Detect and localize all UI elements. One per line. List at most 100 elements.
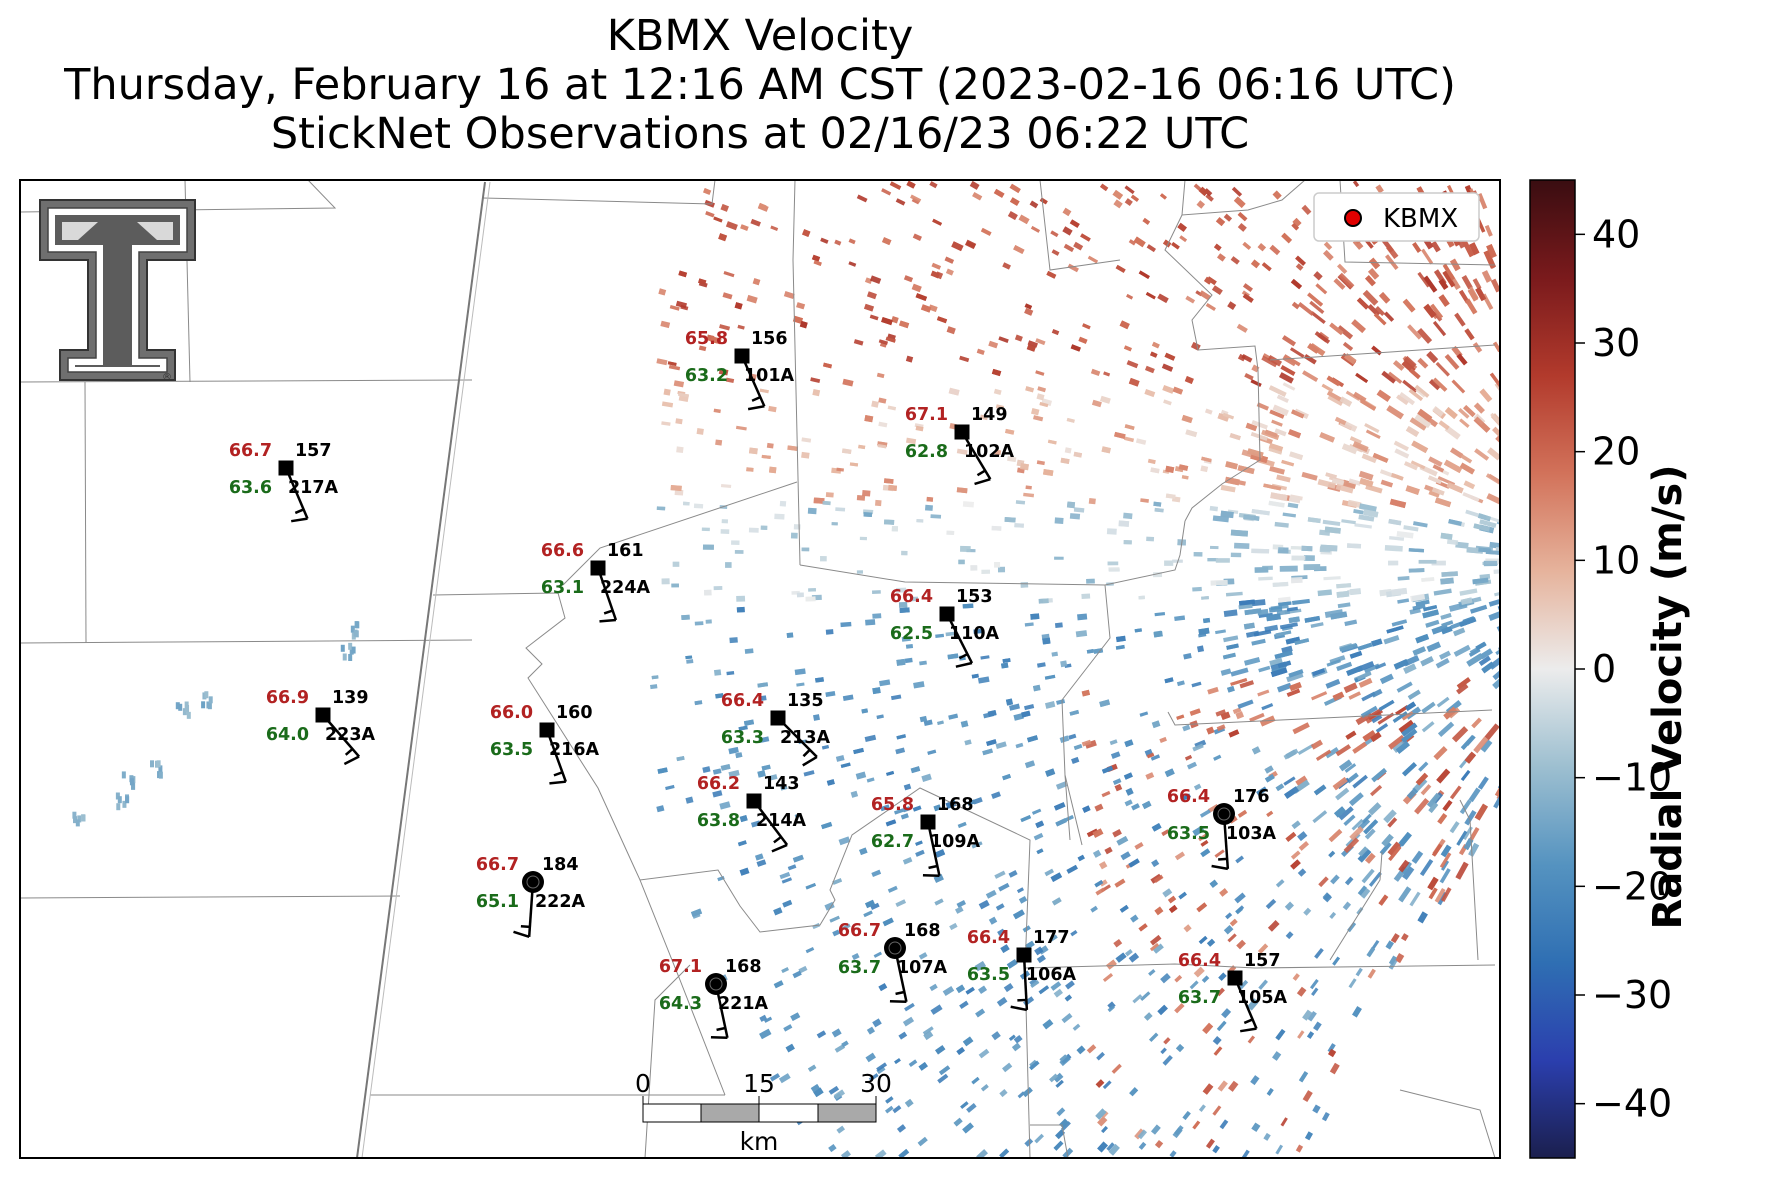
radar-gate [1114, 878, 1126, 888]
radar-gate [930, 1004, 943, 1015]
radar-gate [1038, 985, 1050, 995]
radar-gate [1247, 1035, 1256, 1044]
radar-gate [1328, 850, 1336, 858]
station-id: 224A [600, 578, 651, 598]
radar-gate [1479, 648, 1493, 660]
radar-gate [1415, 599, 1430, 607]
radar-gate [1061, 1013, 1073, 1024]
radar-gate [915, 849, 925, 857]
radar-gate [1364, 852, 1376, 864]
radar-gate [1477, 776, 1489, 790]
radar-gate [1174, 615, 1186, 622]
radar-gate [1230, 256, 1240, 265]
radar-gate [967, 799, 976, 806]
radar-gate [1352, 180, 1360, 188]
radar-gate [1330, 611, 1348, 620]
station-dewpoint: 62.5 [890, 624, 933, 644]
radar-gate [1348, 478, 1362, 486]
radar-gate [1062, 207, 1072, 217]
radar-gate [1463, 480, 1476, 490]
radar-gate [896, 1124, 907, 1133]
radar-gate [1157, 293, 1169, 304]
radar-gate [1468, 787, 1481, 803]
radar-gate [735, 425, 747, 431]
radar-gate [736, 606, 745, 613]
radar-gate [719, 801, 731, 810]
radar-gate [883, 519, 895, 525]
radar-gate [1215, 629, 1226, 635]
radar-gate [354, 630, 359, 638]
radar-gate [1237, 222, 1247, 232]
radar-gate [1242, 283, 1253, 293]
radar-gate [1442, 799, 1453, 812]
radar-gate [813, 260, 822, 266]
radar-gate [1280, 1117, 1288, 1127]
radar-gate [1054, 622, 1063, 629]
radar-gate [1025, 386, 1035, 393]
radar-gate [1388, 845, 1402, 861]
radar-gate [770, 225, 779, 231]
radar-gate [1334, 416, 1347, 426]
radar-gate [1216, 1020, 1227, 1032]
radar-gate [849, 462, 859, 467]
radar-gate [1414, 414, 1432, 428]
radar-gate [1391, 587, 1408, 596]
radar-gate [1146, 536, 1155, 542]
radar-gate [1042, 469, 1054, 477]
radar-gate [850, 790, 859, 798]
radar-gate [1036, 393, 1045, 401]
radar-gate [1311, 987, 1319, 996]
radar-gate [862, 490, 871, 497]
radar-gate [1258, 979, 1268, 990]
radar-gate [1403, 663, 1417, 675]
radar-gate [979, 414, 988, 421]
radar-gate [1035, 370, 1045, 376]
radar-gate [1369, 257, 1381, 270]
radar-gate [1269, 409, 1285, 419]
radar-gate [1026, 735, 1039, 743]
radar-gate [919, 715, 928, 723]
radar-gate [1239, 680, 1255, 689]
radar-gate [876, 1066, 886, 1075]
radar-gate [1200, 848, 1211, 858]
radar-gate [1337, 263, 1348, 275]
radar-gate [995, 741, 1007, 749]
radar-gate [1232, 707, 1242, 715]
radar-gate [1165, 465, 1175, 473]
radar-gate [1332, 776, 1348, 791]
radar-gate [953, 1117, 963, 1127]
radar-gate [1471, 717, 1482, 729]
radar-gate [895, 198, 906, 206]
radar-gate [1113, 199, 1123, 209]
radar-gate [991, 525, 1002, 531]
radar-gate [1472, 577, 1489, 585]
radar-gate [1363, 819, 1379, 835]
radar-gate [1163, 1037, 1171, 1045]
radar-gate [1338, 272, 1355, 289]
wind-barb-flag [343, 755, 360, 766]
radar-gate [1459, 418, 1470, 428]
station-marker-square [278, 460, 294, 476]
radar-gate [944, 256, 955, 264]
radar-gate [956, 1047, 965, 1056]
radar-gate [1409, 417, 1427, 431]
radar-gate [1363, 509, 1379, 518]
radar-gate [898, 320, 910, 329]
radar-gate [898, 1148, 910, 1158]
radar-gate [1401, 722, 1418, 737]
radar-gate [1005, 698, 1014, 706]
radar-gate [1325, 678, 1341, 689]
radar-gate [1267, 354, 1283, 367]
station-dewpoint: 62.8 [905, 442, 948, 462]
radar-gate [1343, 814, 1356, 827]
radar-gate [1087, 255, 1099, 264]
radar-gate [686, 659, 694, 664]
radar-gate [1458, 408, 1470, 419]
radar-gate [1184, 376, 1194, 384]
radar-gate [1241, 353, 1253, 363]
radar-gate [1270, 667, 1288, 678]
radar-gate [1454, 312, 1466, 327]
radar-gate [1301, 471, 1318, 481]
